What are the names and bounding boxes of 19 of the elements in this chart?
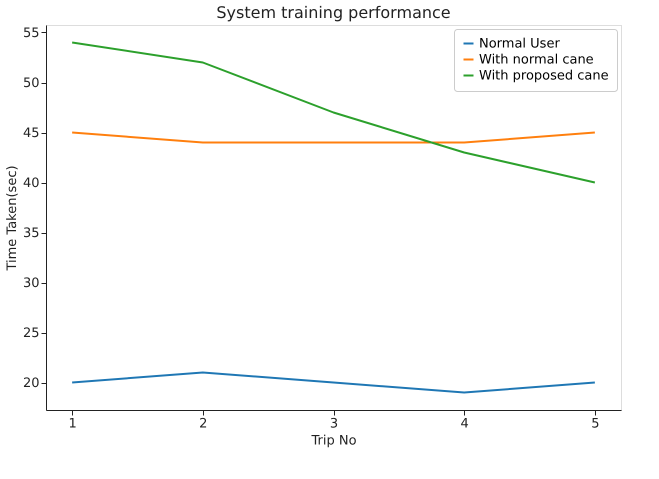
x-tick-label: 1 — [68, 416, 77, 432]
y-tick-label: 25 — [22, 326, 40, 341]
y-axis-title: Time Taken(sec) — [4, 165, 20, 272]
y-tick-label: 55 — [22, 26, 40, 41]
x-tick-label: 4 — [460, 416, 469, 432]
x-tick-label: 5 — [591, 416, 600, 432]
x-tick-label: 3 — [330, 416, 338, 432]
y-tick-label: 50 — [22, 76, 40, 91]
y-tick-label: 20 — [22, 376, 40, 391]
y-tick-label: 35 — [22, 226, 40, 241]
chart-title: System training performance — [216, 3, 451, 22]
y-tick-label: 45 — [22, 126, 40, 141]
legend-label: With normal cane — [479, 52, 594, 68]
legend-label: With proposed cane — [479, 68, 609, 84]
legend-label: Normal User — [479, 36, 560, 52]
y-tick-label: 40 — [22, 176, 40, 191]
y-tick-label: 30 — [22, 276, 40, 291]
x-axis-title: Trip No — [310, 434, 357, 448]
x-tick-label: 2 — [199, 416, 208, 432]
